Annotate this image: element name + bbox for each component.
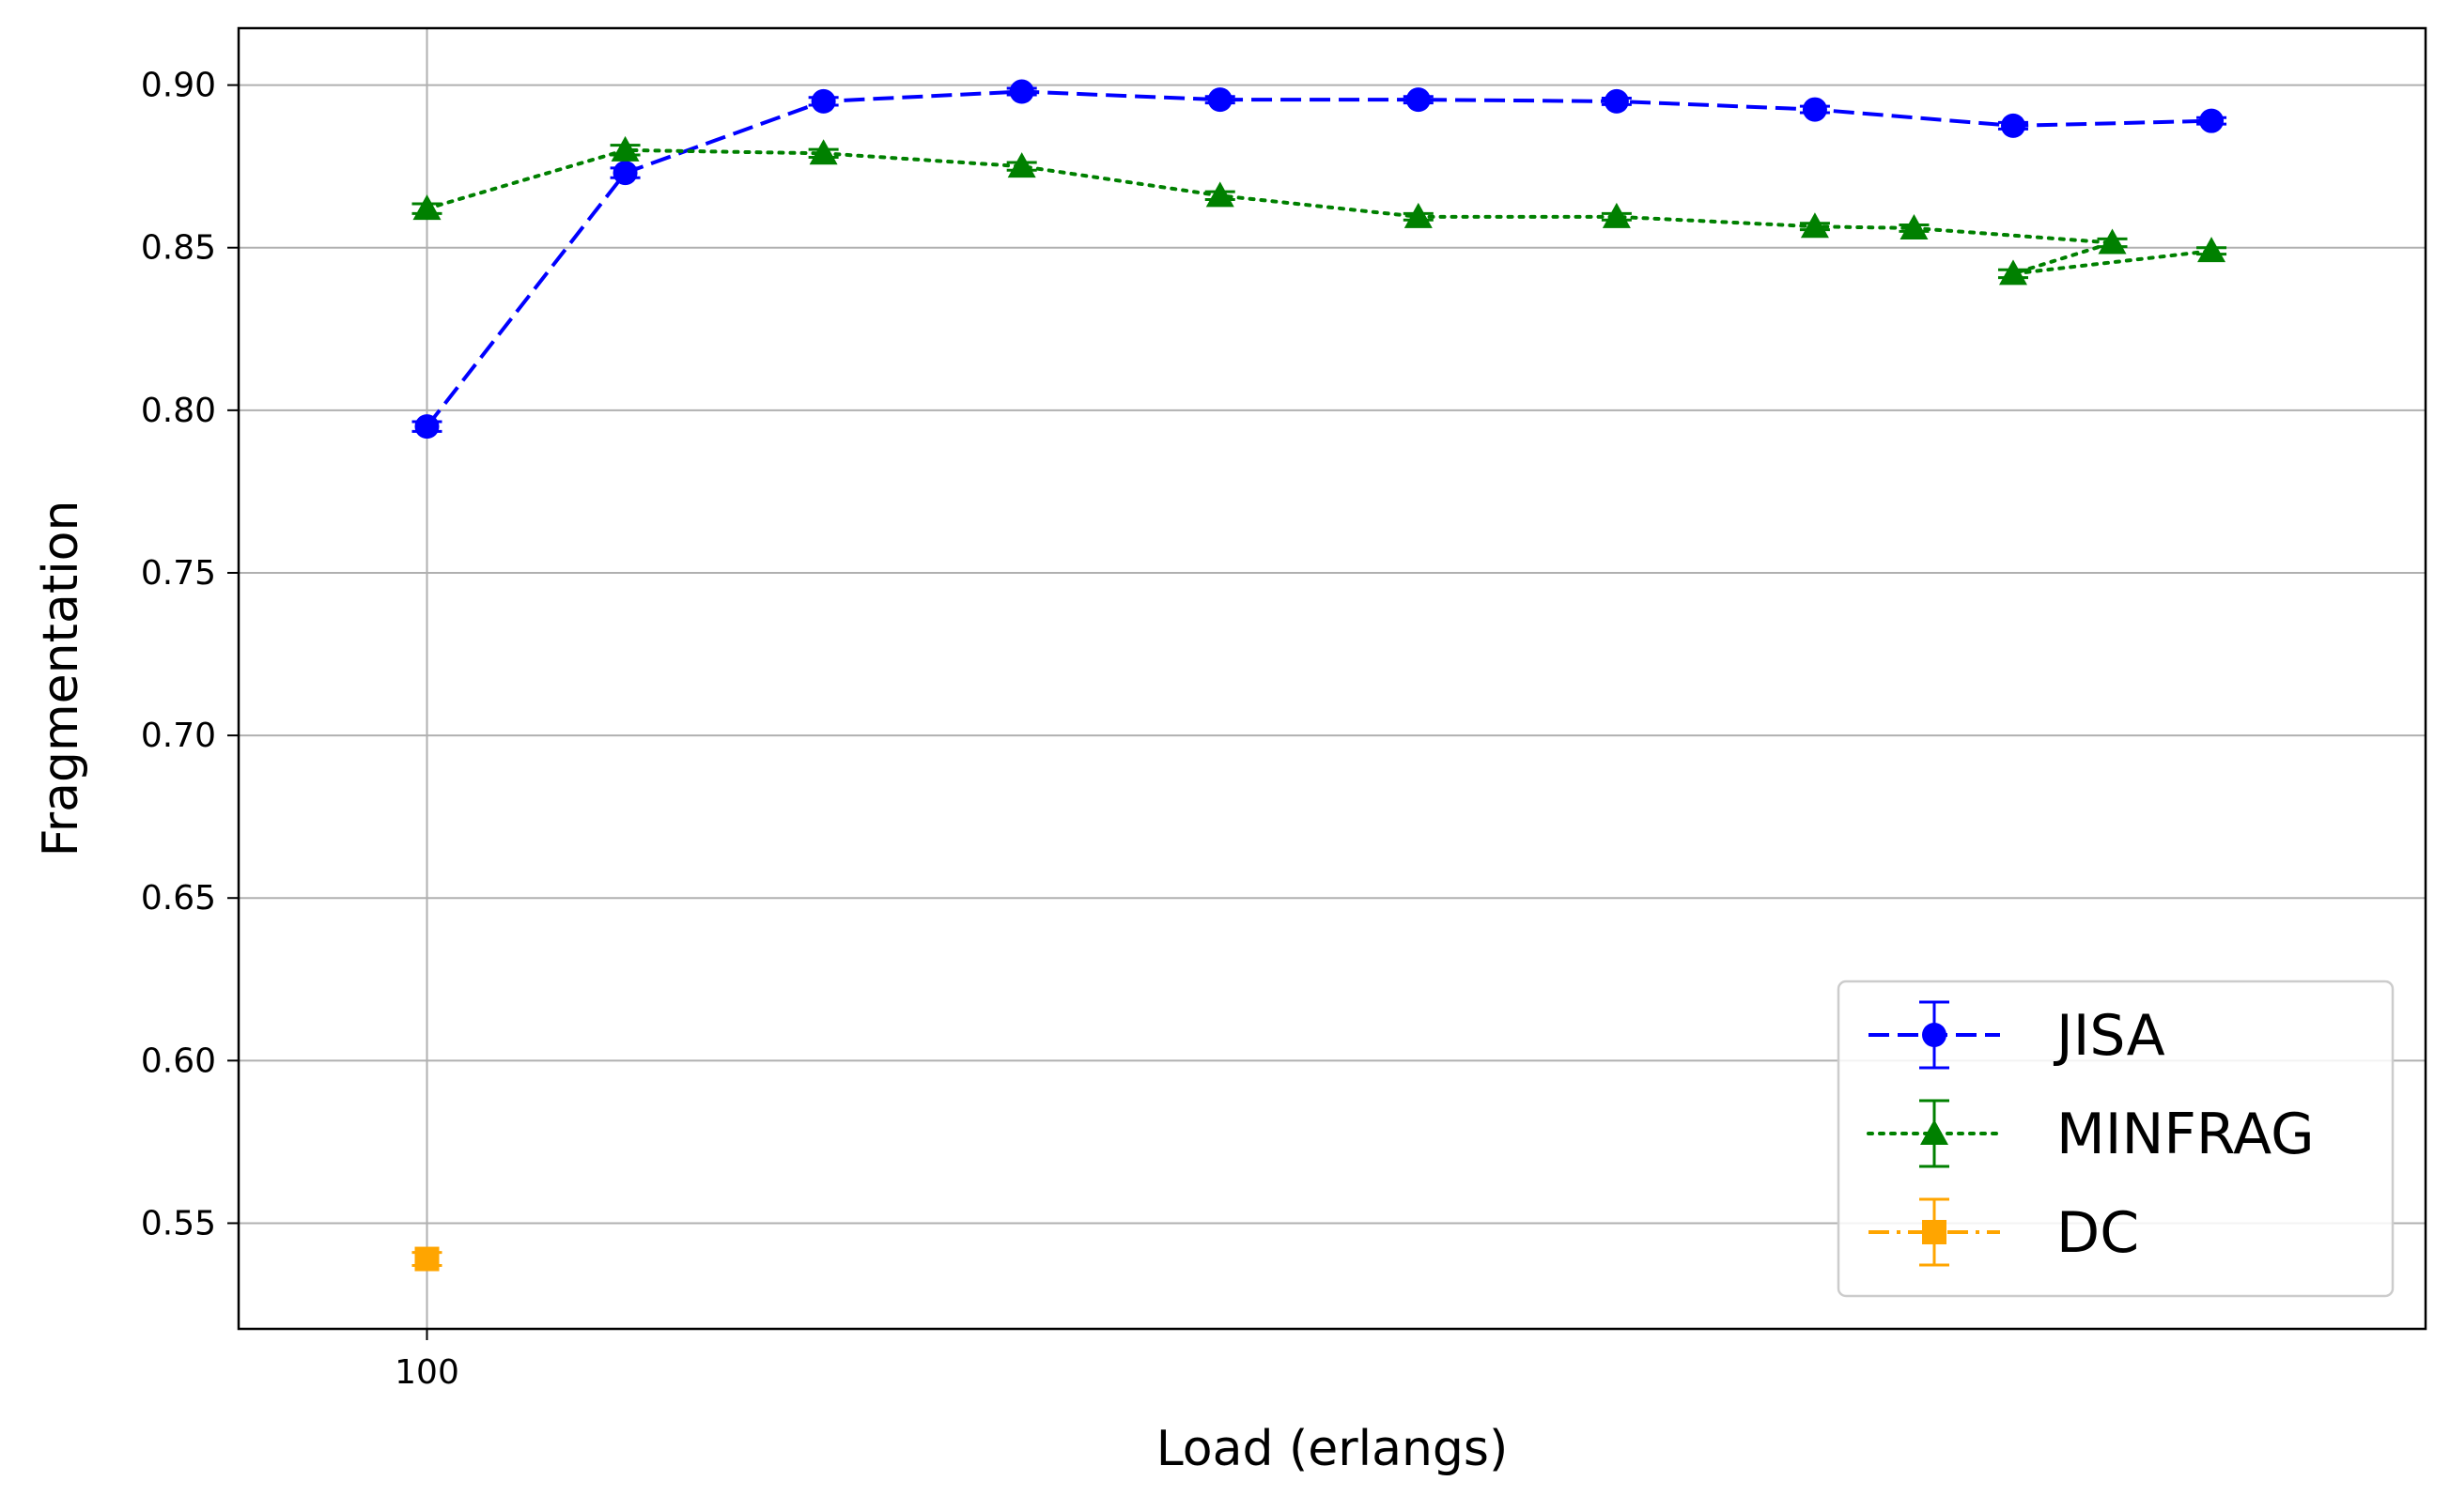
- legend-marker: [1922, 1023, 1946, 1047]
- data-point: [612, 161, 638, 186]
- legend-label: DC: [2056, 1200, 2139, 1266]
- data-point: [2199, 108, 2225, 133]
- y-tick-label: 0.65: [141, 879, 216, 918]
- legend-label: MINFRAG: [2056, 1102, 2315, 1167]
- data-point: [1604, 88, 1629, 114]
- y-axis-title: Fragmentation: [33, 501, 89, 857]
- legend: JISA MINFRAG DC: [1837, 980, 2395, 1298]
- data-point: [811, 88, 836, 114]
- series-line: [425, 147, 2214, 276]
- data-point: [2098, 228, 2127, 255]
- legend-marker: [1920, 1119, 1948, 1145]
- data-point: [1602, 202, 1631, 228]
- data-point: [1900, 213, 1929, 239]
- data-point: [1205, 181, 1234, 208]
- legend-label: JISA: [2053, 1003, 2165, 1069]
- data-point: [412, 194, 442, 221]
- data-point: [1405, 87, 1431, 113]
- tick-layer: 0.55 0.60 0.65 0.70 0.75 0.80 0.85 0.90 100: [141, 67, 459, 1392]
- data-point: [1802, 97, 1827, 122]
- y-tick-label: 0.80: [141, 392, 216, 430]
- data-point: [1403, 202, 1433, 228]
- data-point: [809, 139, 838, 165]
- x-axis-title: Load (erlangs): [1156, 1421, 1509, 1477]
- x-tick-label: 100: [395, 1353, 459, 1392]
- legend-item-dc: DC: [1869, 1197, 2139, 1267]
- y-tick-label: 0.85: [141, 229, 216, 268]
- legend-item-jisa: JISA: [1869, 1000, 2165, 1070]
- data-point: [1009, 79, 1034, 104]
- legend-box: [1837, 980, 2395, 1298]
- y-tick-label: 0.70: [141, 717, 216, 755]
- legend-item-minfrag: MINFRAG: [1867, 1099, 2315, 1168]
- data-point: [611, 135, 640, 162]
- y-tick-label: 0.90: [141, 67, 216, 105]
- data-point: [1998, 259, 2027, 285]
- data-point: [414, 1246, 440, 1272]
- series-jisa: [411, 79, 2227, 440]
- y-tick-label: 0.55: [141, 1204, 216, 1242]
- grid-layer: [239, 28, 2426, 1329]
- data-point: [414, 414, 440, 440]
- legend-marker: [1922, 1220, 1946, 1244]
- data-point: [2197, 237, 2226, 263]
- data-point: [1007, 152, 1036, 178]
- data-point: [1800, 212, 1829, 239]
- series-line: [425, 89, 2212, 428]
- series-layer: [411, 79, 2227, 1272]
- plot-frame: [237, 26, 2427, 1331]
- y-tick-label: 0.75: [141, 554, 216, 593]
- series-minfrag: [411, 135, 2227, 285]
- data-point: [2000, 113, 2025, 138]
- data-point: [1207, 87, 1233, 113]
- y-tick-label: 0.60: [141, 1041, 216, 1080]
- series-dc: [411, 1246, 442, 1272]
